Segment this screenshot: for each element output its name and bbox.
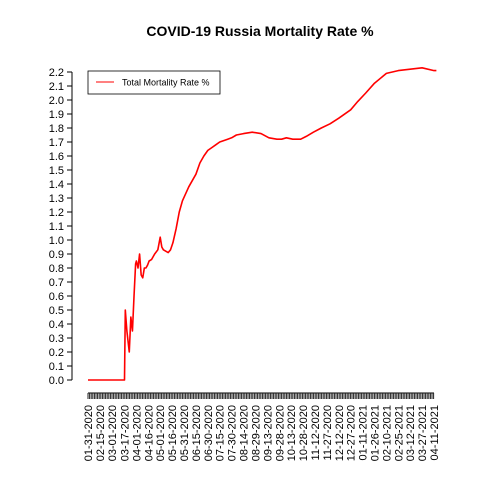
y-tick-label: 1.4: [49, 179, 64, 191]
y-tick-label: 1.1: [49, 221, 64, 233]
x-tick-label: 11-12-2020: [310, 405, 322, 460]
x-tick-label: 07-30-2020: [227, 405, 239, 461]
x-tick-label: 03-27-2021: [417, 405, 429, 461]
x-tick-label: 05-01-2020: [155, 405, 167, 461]
x-tick-label: 12-12-2020: [334, 405, 346, 461]
y-tick-label: 0.5: [49, 305, 64, 317]
y-tick-label: 0.3: [49, 333, 64, 345]
y-tick-label: 0.7: [49, 277, 64, 289]
y-tick-label: 0.1: [49, 361, 64, 373]
x-tick-label: 08-29-2020: [250, 405, 262, 461]
y-tick-label: 1.9: [49, 109, 64, 121]
y-tick-label: 1.3: [49, 193, 64, 205]
x-axis: 01-31-2020 02-15-2020 03-01-2020 03-17-2020…: [83, 393, 441, 461]
x-tick-label: 08-14-2020: [239, 405, 251, 461]
legend: Total Mortality Rate %: [88, 71, 220, 94]
x-tick-label: 01-11-2021: [358, 405, 370, 460]
x-tick-label: 01-26-2021: [369, 405, 381, 461]
y-axis: 0.0 0.1 0.2 0.3 0.4 0.5 0.6 0.7 0.8 0.9 1.0 1.1 1.2 1…: [49, 67, 72, 387]
x-tick-label: 12-27-2020: [346, 405, 358, 461]
series-layer: [88, 68, 436, 380]
x-tick-label: 03-17-2020: [120, 405, 132, 461]
x-tick-label: 07-15-2020: [215, 405, 227, 461]
y-tick-label: 0.9: [49, 249, 64, 261]
x-tick-label: 01-31-2020: [83, 405, 95, 461]
x-tick-label: 10-28-2020: [298, 405, 310, 461]
x-tick-label: 02-10-2021: [381, 405, 393, 461]
x-tick-label: 09-13-2020: [262, 405, 274, 461]
x-tick-label: 06-15-2020: [191, 405, 203, 461]
y-tick-label: 2.2: [49, 67, 64, 79]
x-tick-label: 05-16-2020: [167, 405, 179, 461]
x-tick-label: 11-27-2020: [322, 405, 334, 460]
x-tick-label: 04-16-2020: [143, 405, 155, 461]
x-tick-label: 09-28-2020: [274, 405, 286, 461]
x-tick-label: 10-13-2020: [286, 405, 298, 461]
y-tick-label: 1.0: [49, 235, 64, 247]
x-tick-label: 03-01-2020: [107, 405, 119, 461]
x-tick-label: 04-01-2020: [131, 405, 143, 461]
chart-title: COVID-19 Russia Mortality Rate %: [146, 23, 374, 39]
y-tick-label: 0.8: [49, 263, 64, 275]
y-tick-label: 1.8: [49, 123, 64, 135]
y-tick-label: 0.6: [49, 291, 64, 303]
y-tick-label: 2.0: [49, 95, 64, 107]
x-tick-label: 05-31-2020: [179, 405, 191, 461]
y-tick-label: 1.6: [49, 151, 64, 163]
legend-label: Total Mortality Rate %: [122, 78, 210, 88]
y-tick-label: 1.2: [49, 207, 64, 219]
y-tick-label: 0.0: [49, 375, 64, 387]
y-tick-label: 2.1: [49, 81, 64, 93]
series-line: [88, 68, 436, 380]
y-tick-label: 1.7: [49, 137, 64, 149]
y-tick-label: 0.2: [49, 347, 64, 359]
x-tick-label: 03-12-2021: [405, 405, 417, 461]
x-tick-label: 04-11-2021: [429, 405, 441, 460]
y-tick-label: 0.4: [49, 319, 64, 331]
x-tick-label: 02-15-2020: [95, 405, 107, 461]
y-tick-label: 1.5: [49, 165, 64, 177]
x-tick-label: 02-25-2021: [393, 405, 405, 461]
x-tick-label: 06-30-2020: [203, 405, 215, 461]
